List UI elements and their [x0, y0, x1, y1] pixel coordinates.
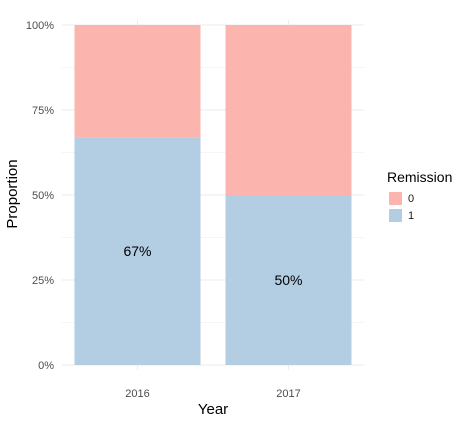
legend-label-1: 1 — [408, 210, 414, 222]
data-label-2016: 67% — [123, 243, 151, 259]
y-tick-label-4: 100% — [26, 20, 54, 32]
axes: 0% 25% 50% 75% 100% 2016 2017 — [26, 20, 301, 400]
x-tick-label-2017: 2017 — [276, 388, 300, 400]
legend-swatch-0 — [389, 192, 402, 205]
y-tick-label-2: 50% — [32, 190, 54, 202]
bar-2017-remission-0 — [225, 25, 352, 195]
bar-2017-remission-1 — [225, 195, 352, 365]
legend-label-0: 0 — [408, 193, 414, 205]
legend: Remission 0 1 — [387, 169, 452, 222]
x-tick-label-2016: 2016 — [125, 388, 149, 400]
bars — [74, 25, 352, 365]
y-axis-title: Proportion — [4, 159, 21, 228]
legend-title: Remission — [387, 169, 452, 185]
bar-2016-remission-0 — [74, 25, 201, 138]
data-label-2017: 50% — [274, 272, 302, 288]
y-tick-label-1: 25% — [32, 275, 54, 287]
legend-swatch-1 — [389, 209, 402, 222]
y-tick-label-3: 75% — [32, 105, 54, 117]
x-axis-title: Year — [198, 401, 228, 418]
bar-2016-remission-1 — [74, 137, 201, 365]
y-tick-label-0: 0% — [38, 360, 54, 372]
data-labels: 67% 50% — [123, 243, 302, 288]
